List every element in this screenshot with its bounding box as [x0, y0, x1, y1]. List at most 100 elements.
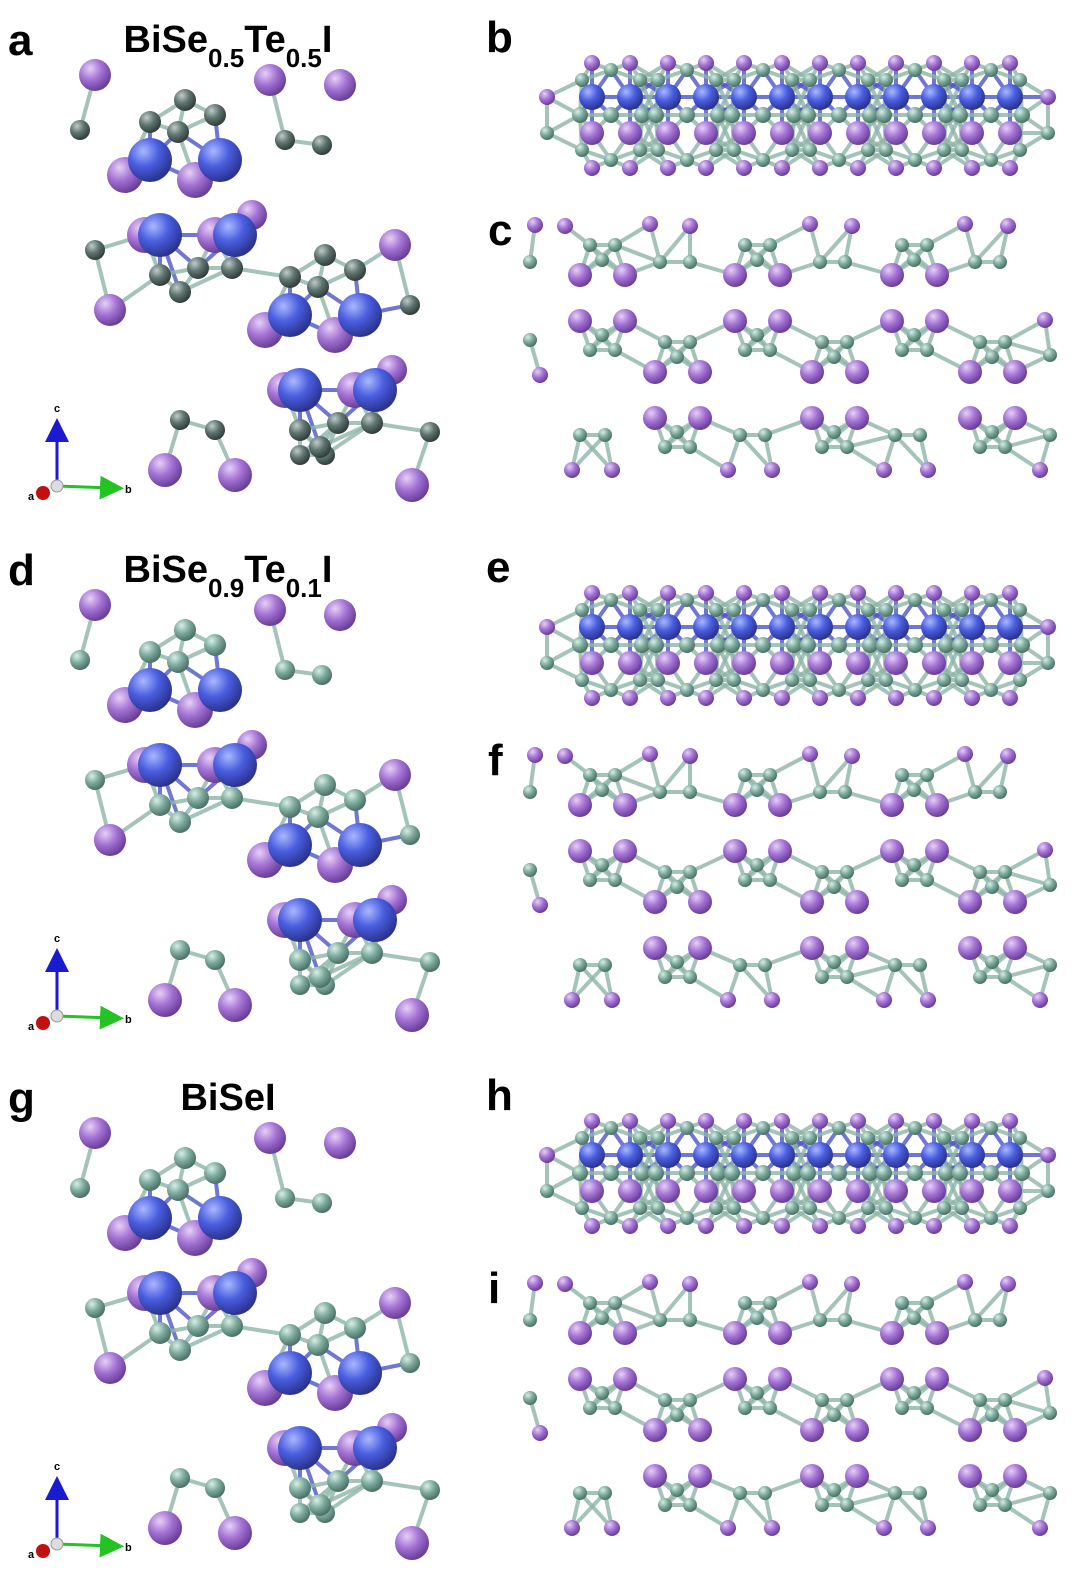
atom [539, 619, 555, 635]
atom [850, 585, 866, 601]
atom [984, 153, 998, 167]
atom [774, 160, 790, 176]
atom [79, 589, 111, 621]
atom [727, 73, 741, 87]
atom [314, 244, 336, 266]
atom [876, 462, 892, 478]
atom [573, 1486, 587, 1500]
atom [693, 84, 719, 110]
atom [149, 264, 171, 286]
atom [670, 1483, 684, 1497]
atom [921, 84, 947, 110]
atom [1003, 360, 1027, 384]
atom [698, 160, 714, 176]
atom [763, 768, 777, 782]
atom [756, 593, 770, 607]
structure-left [70, 589, 440, 1032]
atom [540, 1184, 554, 1198]
atom [709, 1131, 723, 1145]
atom [964, 1113, 980, 1129]
atom [926, 1218, 942, 1234]
atom [993, 785, 1007, 799]
atom [895, 238, 909, 252]
atom [278, 898, 322, 942]
atom [655, 84, 681, 110]
atom [395, 468, 429, 502]
atom [167, 121, 189, 143]
atom [604, 462, 620, 478]
atom [731, 84, 757, 110]
atom [895, 343, 909, 357]
atom [756, 1211, 770, 1225]
atom [724, 637, 740, 653]
atom [324, 599, 356, 631]
atom [278, 1426, 322, 1470]
atom [755, 1165, 771, 1181]
atom [840, 865, 854, 879]
atom [656, 121, 680, 145]
atom [658, 1393, 672, 1407]
atom [850, 55, 866, 71]
atom [937, 73, 951, 87]
atom [275, 660, 295, 680]
atom [683, 440, 697, 454]
structure-bottom-right [523, 746, 1057, 1008]
atom [832, 63, 846, 77]
atom [658, 440, 672, 454]
atom [1043, 878, 1057, 892]
atom [622, 160, 638, 176]
atom [139, 641, 161, 663]
atom [973, 1393, 987, 1407]
atom [733, 958, 747, 972]
atom [895, 768, 909, 782]
atom [1037, 312, 1053, 328]
atom [613, 1321, 637, 1345]
atom [307, 276, 329, 298]
atom [568, 263, 592, 287]
atom [568, 309, 592, 333]
atom [957, 1274, 973, 1290]
atom [883, 84, 909, 110]
atom [169, 1339, 191, 1361]
atom [803, 143, 817, 157]
atom [938, 107, 954, 123]
atom [727, 673, 741, 687]
atom [379, 1287, 411, 1319]
atom [338, 823, 382, 867]
atom [683, 970, 697, 984]
atom [656, 651, 680, 675]
atom [169, 281, 191, 303]
atom [651, 1131, 665, 1145]
atom [309, 1494, 331, 1516]
atom [920, 992, 936, 1008]
atom [564, 992, 580, 1008]
atom [937, 1131, 951, 1145]
atom [660, 690, 676, 706]
atom [763, 1296, 777, 1310]
atom [218, 458, 252, 492]
panel-label: d [8, 546, 35, 595]
atom [785, 1131, 799, 1145]
atom [985, 880, 999, 894]
atom [568, 1321, 592, 1345]
atom [70, 1178, 90, 1198]
atom [653, 785, 667, 799]
atom [344, 259, 366, 281]
atom [309, 436, 331, 458]
atom [583, 238, 597, 252]
atom [921, 614, 947, 640]
atom [998, 970, 1012, 984]
atom [604, 1520, 620, 1536]
atom [618, 121, 642, 145]
atom [682, 1276, 698, 1292]
atom [279, 1324, 301, 1346]
atom [658, 335, 672, 349]
atom [800, 637, 816, 653]
atom [812, 1113, 828, 1129]
atom [85, 770, 105, 790]
atom [1013, 673, 1027, 687]
atom [803, 673, 817, 687]
atom [583, 1296, 597, 1310]
atom [785, 73, 799, 87]
